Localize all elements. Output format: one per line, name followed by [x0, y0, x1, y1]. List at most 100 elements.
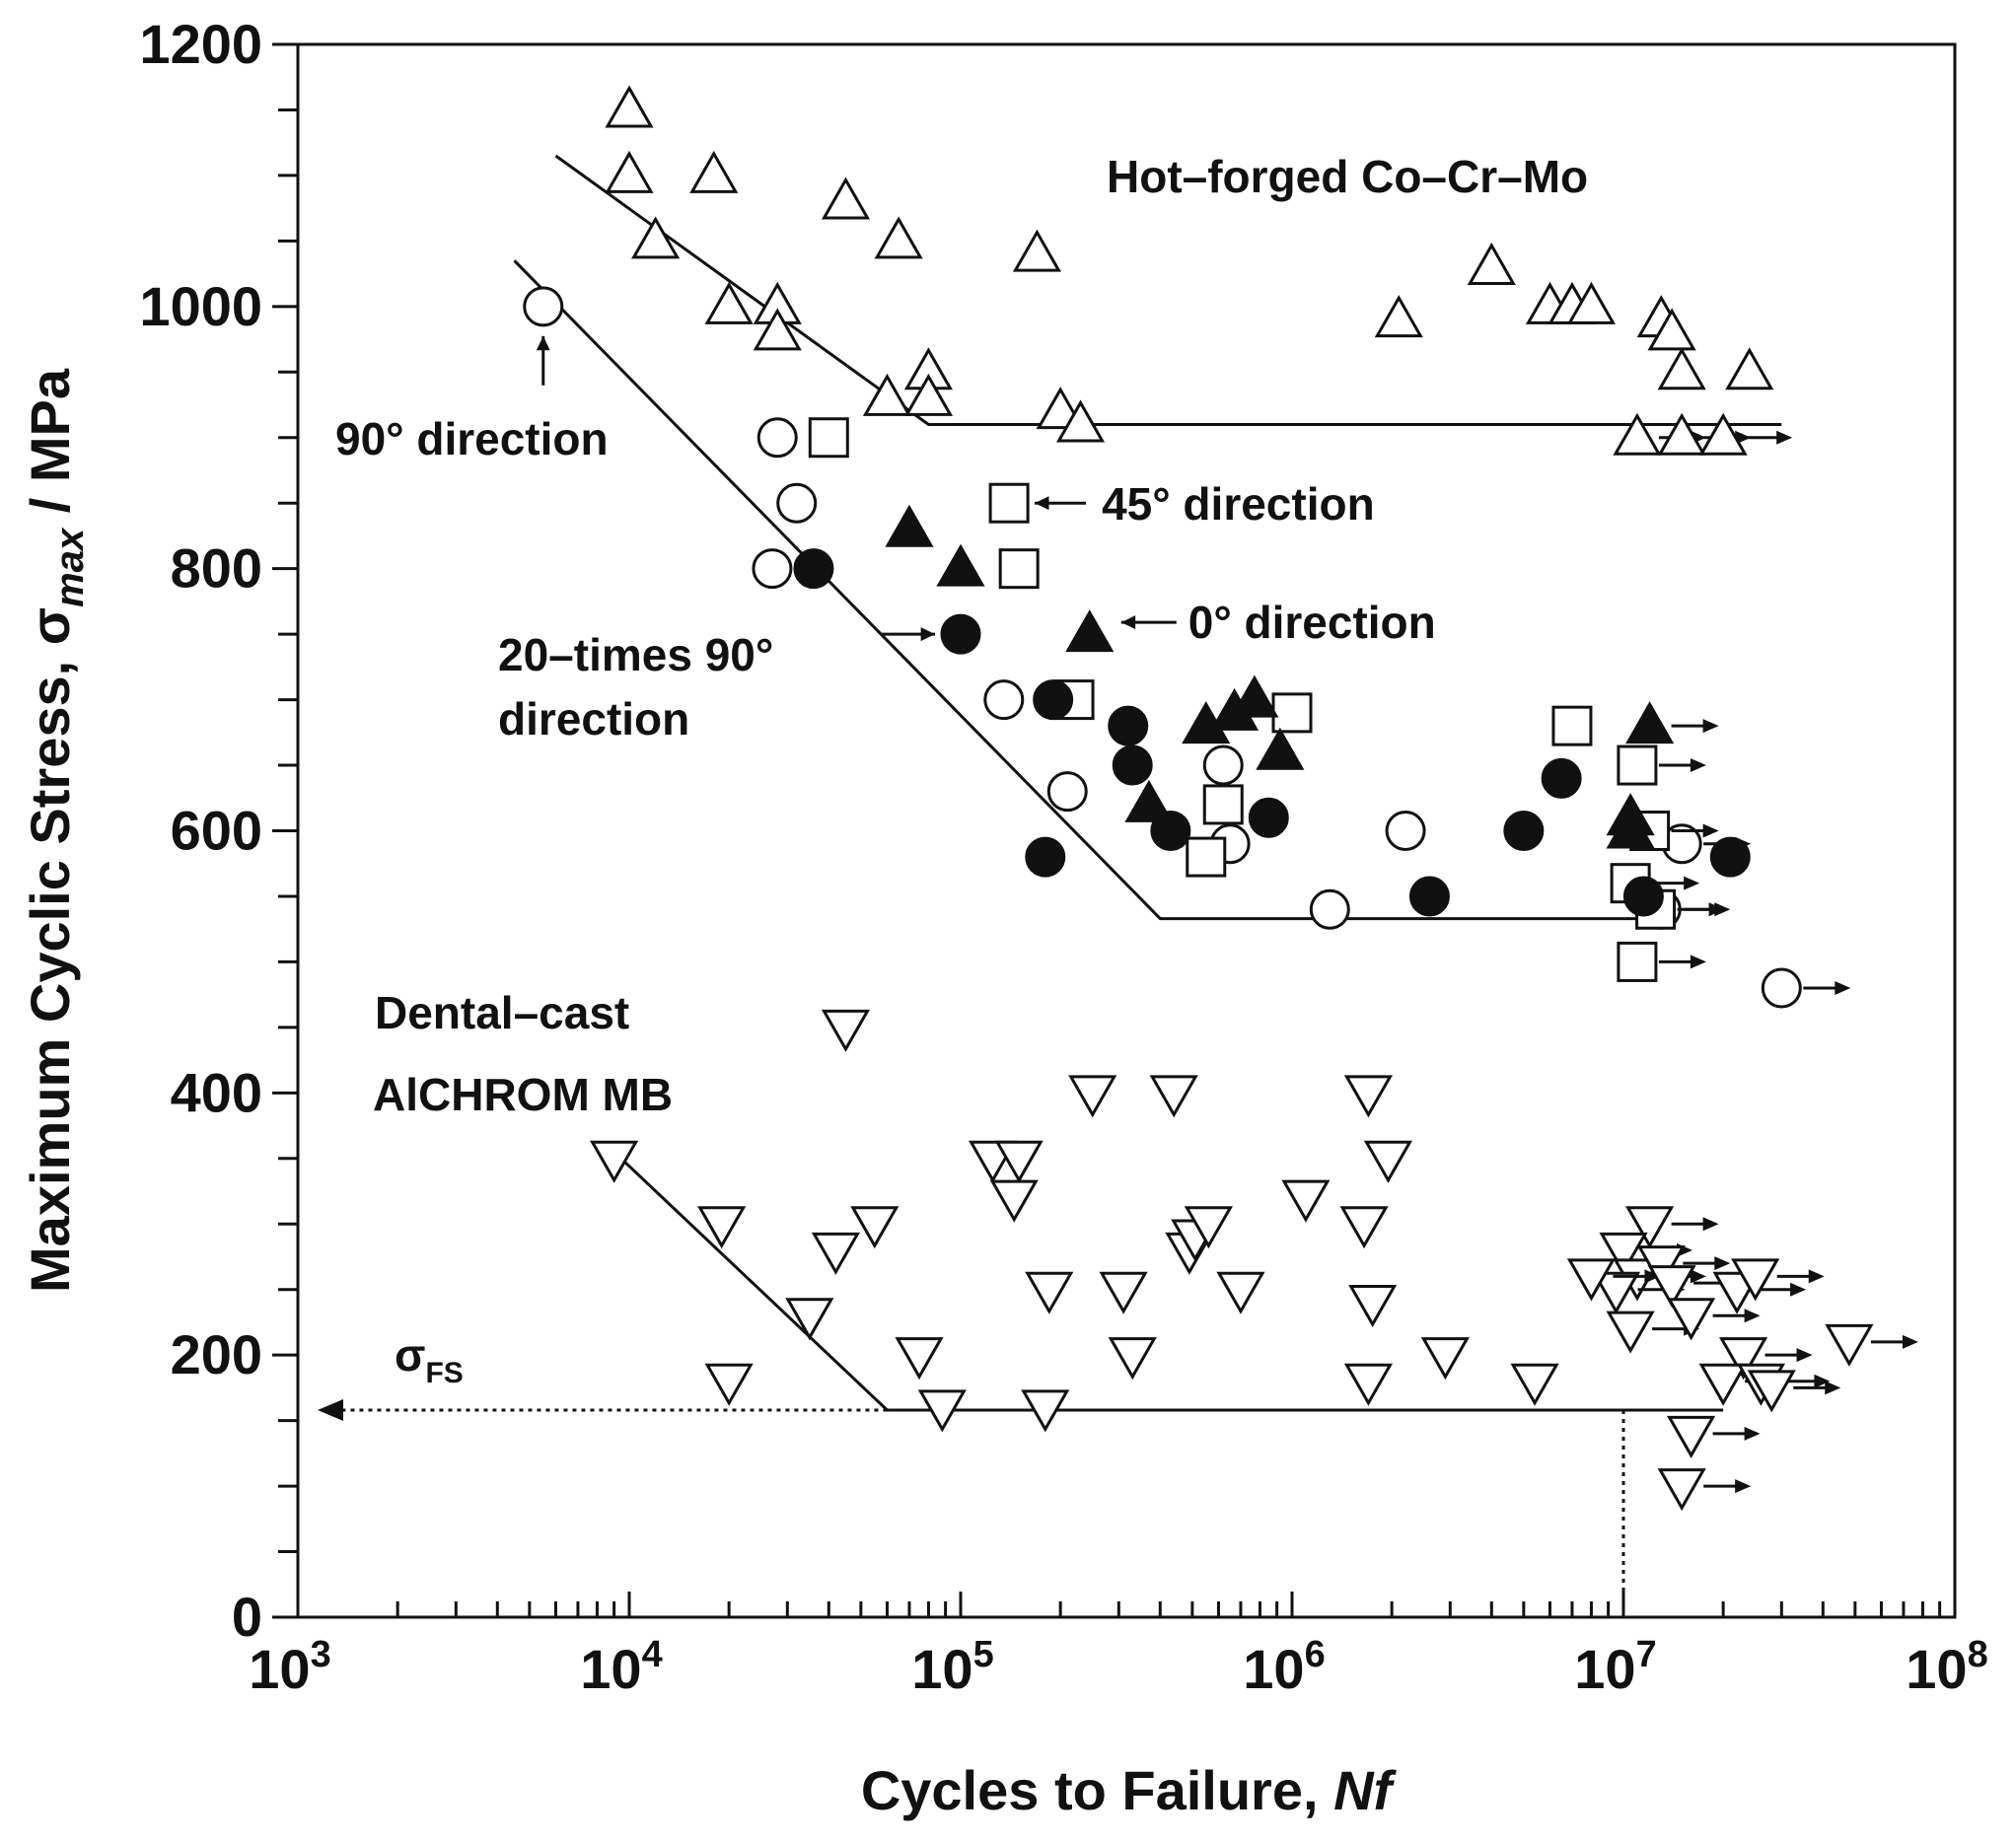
- series-label-hot-forged: Hot–forged Co–Cr–Mo: [1107, 151, 1588, 202]
- data-point: [753, 308, 802, 351]
- fatigue-strength-label: σFS: [395, 1329, 464, 1389]
- runout-arrowhead: [1825, 1381, 1841, 1395]
- runout-arrowhead: [1690, 758, 1706, 773]
- data-point: [1124, 779, 1174, 822]
- runout-point: [1698, 412, 1748, 456]
- annot-20x-line2: direction: [498, 693, 689, 744]
- data-point: [590, 1140, 639, 1183]
- fit-line: [554, 154, 1782, 426]
- data-point: [1420, 1337, 1470, 1381]
- runout-arrowhead: [1644, 1269, 1661, 1284]
- data-point: [689, 150, 739, 193]
- y-tick-label: 0: [232, 1586, 262, 1648]
- plot-area: 0 200 400 600 800 1000 1200 103 104 105 106 107 108: [139, 13, 1987, 1700]
- annot-45-direction: 45° direction: [1102, 478, 1375, 530]
- data-point: [1230, 674, 1279, 718]
- runout-point: [1613, 412, 1662, 456]
- data-point: [704, 281, 754, 324]
- annot-90-direction: 90° direction: [335, 413, 609, 464]
- data-point: [1281, 1179, 1331, 1223]
- runout-arrowhead: [1690, 955, 1706, 969]
- runout-arrowhead: [1796, 1348, 1813, 1363]
- data-point: [1709, 836, 1751, 878]
- data-point: [1374, 295, 1423, 338]
- runout-arrowhead: [1835, 981, 1851, 995]
- annot-arrow-90-head: [536, 335, 550, 351]
- data-point: [994, 1140, 1044, 1183]
- runout-point: [1825, 1323, 1874, 1367]
- data-point: [862, 373, 912, 416]
- x-axis-title: Cycles to Failure, Nf: [861, 1759, 1398, 1821]
- data-point: [936, 543, 985, 587]
- fit-line: [612, 1151, 1724, 1412]
- data-point: [1467, 242, 1516, 285]
- data-point: [1725, 347, 1774, 390]
- annot-arrow-20x-head: [920, 627, 935, 642]
- y-tick-label: 1200: [139, 13, 262, 75]
- runout-point: [1617, 744, 1658, 786]
- data-point: [1256, 727, 1305, 770]
- data-point: [1339, 1206, 1389, 1249]
- x-tick-label: 105: [911, 1634, 993, 1700]
- runout-point: [1591, 1271, 1641, 1314]
- x-tick-label: 108: [1906, 1634, 1987, 1700]
- data-point: [704, 1363, 754, 1406]
- runout-arrowhead: [1702, 823, 1719, 838]
- runout-point: [1761, 967, 1802, 1009]
- data-point: [811, 1232, 860, 1275]
- data-point: [1541, 757, 1582, 799]
- data-point: [1186, 836, 1227, 878]
- fit-lines: [318, 154, 1782, 1617]
- data-point: [605, 150, 654, 193]
- data-point: [1025, 1271, 1074, 1314]
- data-point: [523, 286, 564, 327]
- data-point: [903, 373, 954, 416]
- data-point: [1012, 229, 1062, 272]
- runout-arrowhead: [1902, 1334, 1918, 1349]
- runout-arrowhead: [1714, 1256, 1731, 1271]
- series-label-alchrom: AlCHROM MB: [373, 1069, 673, 1120]
- data-point: [917, 1389, 967, 1433]
- data-point: [756, 417, 798, 459]
- runout-arrowhead: [1814, 1374, 1831, 1388]
- runout-point: [1647, 1265, 1696, 1309]
- runout-point: [1657, 412, 1706, 456]
- data-point: [776, 482, 818, 524]
- data-point: [850, 1206, 900, 1249]
- runout-point: [1666, 1298, 1716, 1341]
- runout-point: [1606, 1311, 1655, 1354]
- data-point: [605, 85, 654, 128]
- data-point: [1149, 1075, 1198, 1118]
- runout-point: [1599, 1232, 1648, 1275]
- annot-20x-line1: 20–times 90°: [498, 629, 773, 680]
- x-tick-label: 104: [580, 1634, 662, 1700]
- runout-arrowhead: [1735, 1479, 1752, 1494]
- fatigue-strength-arrowhead: [318, 1398, 343, 1421]
- runout-arrowhead: [1708, 902, 1725, 917]
- data-point: [1068, 1075, 1117, 1118]
- data-point: [895, 1337, 944, 1381]
- data-point: [1408, 876, 1450, 917]
- data-point: [1033, 679, 1074, 721]
- data-point: [983, 679, 1025, 721]
- annot-arrow-0-head: [1120, 615, 1136, 630]
- data-point: [998, 548, 1040, 590]
- y-tick-label: 400: [171, 1061, 262, 1123]
- data-point: [1108, 1337, 1157, 1381]
- data-point: [785, 1298, 834, 1341]
- runout-arrowhead: [1702, 1217, 1719, 1232]
- x-tick-label: 103: [249, 1634, 330, 1700]
- runout-arrowhead: [1744, 1309, 1761, 1323]
- data-point: [1343, 1363, 1394, 1406]
- data-point: [1503, 811, 1545, 851]
- data-point: [940, 613, 981, 655]
- data-point: [793, 548, 834, 590]
- data-point: [1216, 1271, 1265, 1314]
- runout-arrowhead: [1702, 719, 1719, 734]
- y-axis-title: Maximum Cyclic Stress, σmax / MPa: [19, 368, 92, 1293]
- data-point: [1348, 1285, 1398, 1328]
- data-point: [1248, 797, 1289, 838]
- data-point: [697, 1206, 747, 1249]
- data-point: [1271, 692, 1313, 734]
